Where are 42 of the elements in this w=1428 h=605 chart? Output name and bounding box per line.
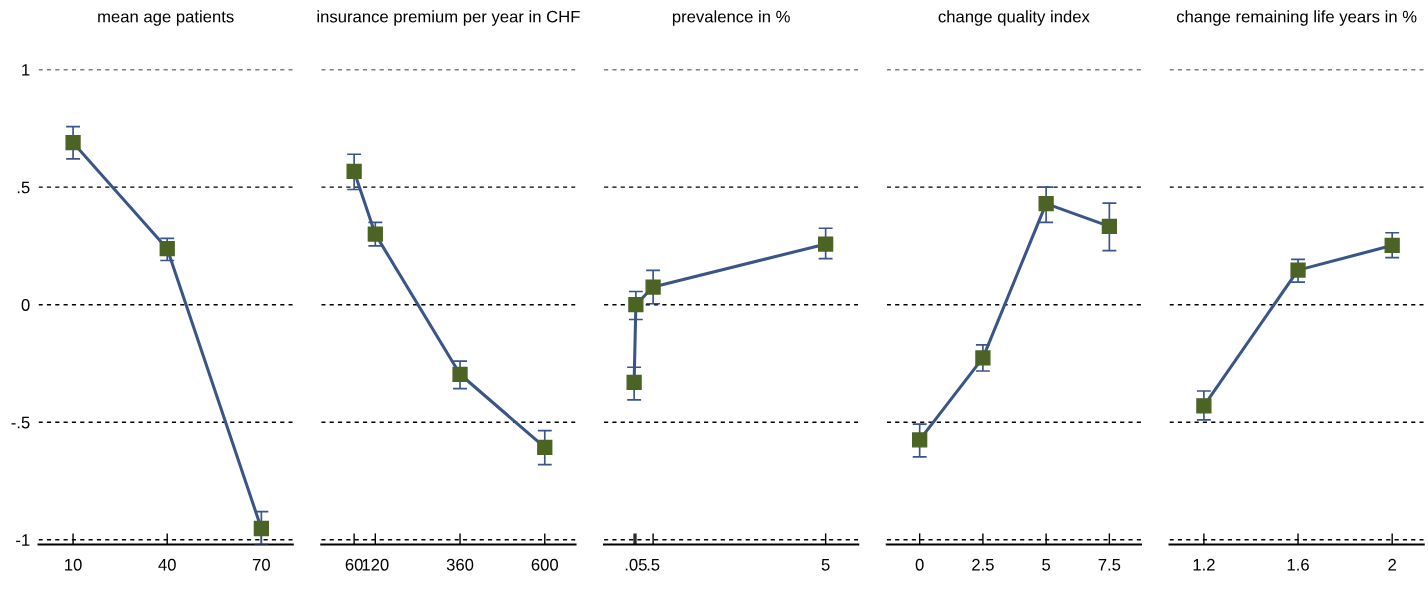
y-tick-label: -.5 bbox=[11, 416, 30, 429]
x-tick-label: 10 bbox=[65, 558, 82, 571]
x-tick-label: 0 bbox=[915, 558, 924, 571]
point bbox=[628, 297, 644, 313]
chart-title: insurance premium per year in CHF bbox=[317, 10, 580, 26]
x-tick-label: 2 bbox=[1388, 558, 1396, 571]
x-tick-label: 2.5 bbox=[972, 558, 994, 571]
point bbox=[1101, 218, 1117, 235]
chart-title: mean age patients bbox=[98, 10, 234, 26]
point bbox=[65, 135, 81, 151]
x-tick-label: 70 bbox=[252, 558, 270, 571]
point bbox=[645, 279, 661, 295]
x-tick-label: 1.6 bbox=[1287, 558, 1309, 571]
chart-title: prevalence in % bbox=[672, 10, 790, 26]
point bbox=[537, 439, 553, 456]
x-tick-label: 600 bbox=[531, 558, 559, 571]
x-tick-label: 360 bbox=[446, 558, 474, 571]
point bbox=[975, 350, 991, 366]
x-tick-label: 1.2 bbox=[1193, 558, 1215, 571]
x-tick-label: .05 bbox=[625, 558, 647, 571]
point bbox=[367, 226, 383, 242]
point bbox=[253, 520, 269, 537]
x-tick-label: 40 bbox=[158, 558, 176, 571]
y-tick-label: -1 bbox=[16, 534, 30, 546]
point bbox=[912, 432, 928, 448]
x-tick-label: 7.5 bbox=[1098, 559, 1121, 571]
point bbox=[346, 163, 362, 180]
x-tick-label: 5 bbox=[1042, 559, 1051, 571]
x-tick-label: 120 bbox=[362, 558, 389, 571]
x-tick-label: 5 bbox=[821, 559, 830, 571]
chart-title: change remaining life years in % bbox=[1176, 10, 1417, 26]
point bbox=[1038, 195, 1054, 212]
point bbox=[818, 236, 834, 252]
y-tick-label: 1 bbox=[22, 64, 30, 76]
chart-title: change quality index bbox=[938, 10, 1090, 26]
x-tick-label: 60 bbox=[345, 558, 363, 571]
y-tick-label: .5 bbox=[17, 181, 30, 194]
point bbox=[159, 241, 175, 257]
point bbox=[626, 374, 642, 390]
x-tick-label: .5 bbox=[647, 559, 660, 571]
point bbox=[452, 366, 468, 382]
y-tick-label: 0 bbox=[21, 299, 30, 311]
